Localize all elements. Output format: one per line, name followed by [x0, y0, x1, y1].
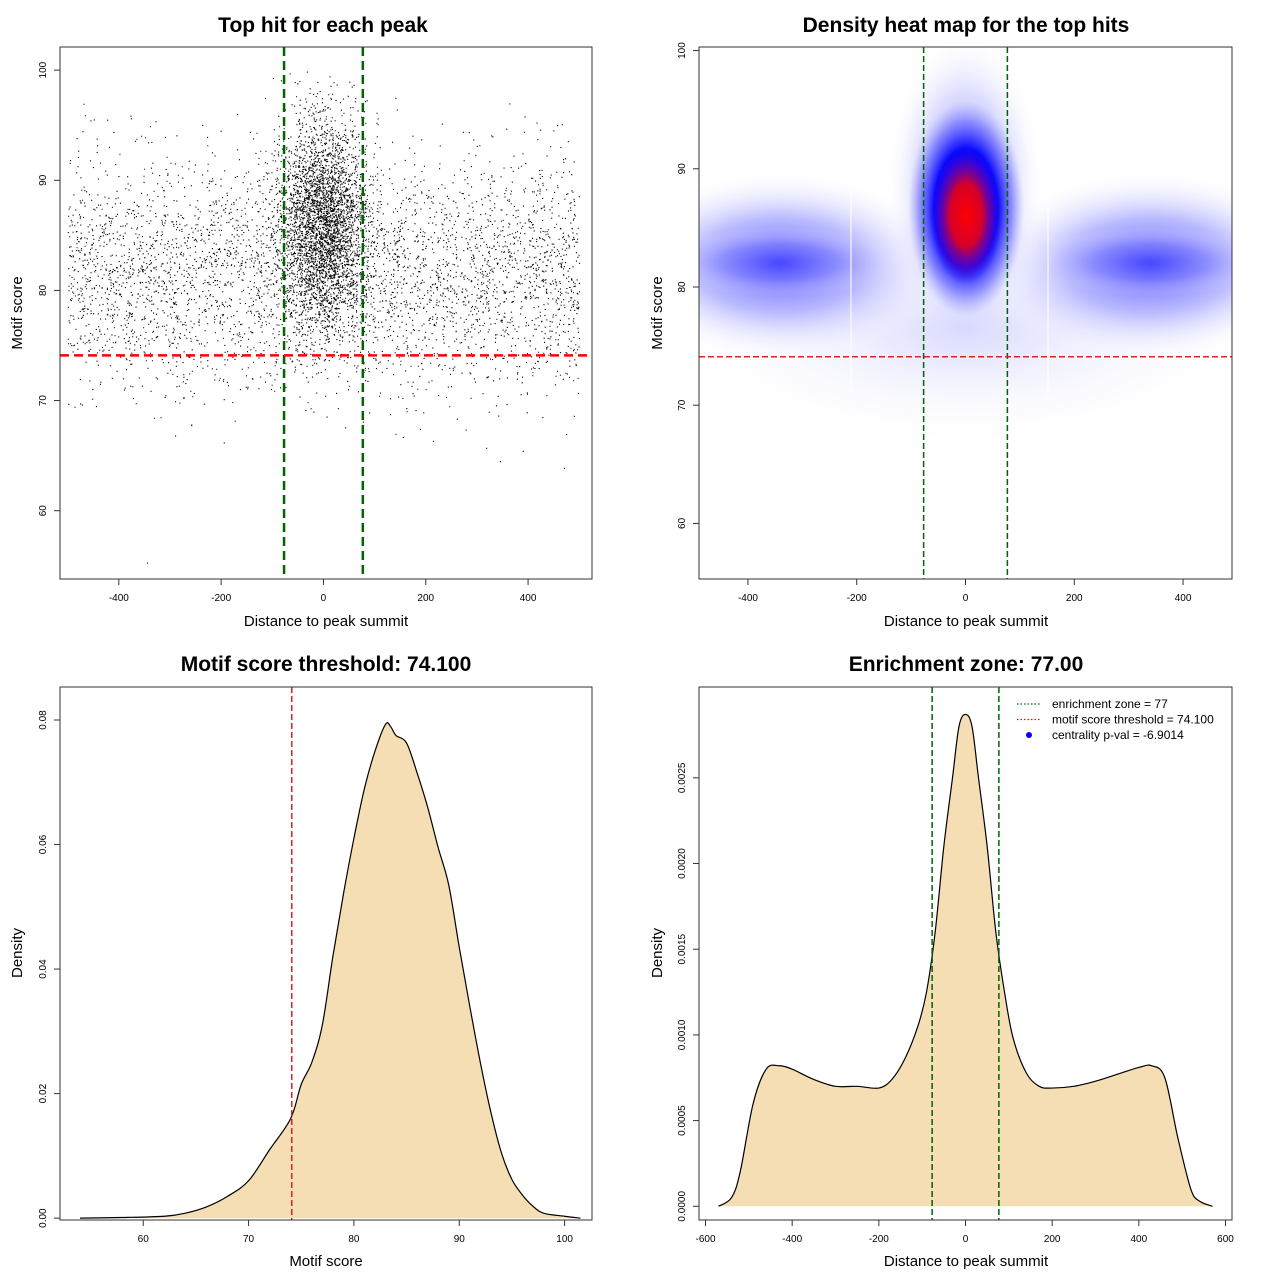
score-density-panel: Motif score threshold: 74.100 60 70 80 90 10…	[9, 653, 593, 1270]
score-density-x-tick-label: 60	[138, 1234, 150, 1245]
score-density-title: Motif score threshold: 74.100	[181, 653, 472, 676]
distance-density-x-tick-label: -600	[695, 1234, 715, 1245]
scatter-y-tick-label: 90	[38, 174, 49, 186]
scatter-title: Top hit for each peak	[218, 14, 428, 37]
distance-density-x-label: Distance to peak summit	[884, 1253, 1049, 1270]
legend-point-marker	[1026, 732, 1032, 738]
heatmap-panel: Density heat map for the top hits -400 -2…	[649, 14, 1233, 630]
distance-density-x-tick-label: 400	[1130, 1234, 1147, 1245]
legend-item-label: centrality p-val = -6.9014	[1052, 728, 1184, 742]
distance-density-title: Enrichment zone: 77.00	[849, 653, 1084, 676]
scatter-x-tick-label: -400	[109, 593, 129, 604]
distance-density-x-tick-label: 0	[963, 1234, 969, 1245]
heatmap-x-tick-label: 200	[1066, 593, 1083, 604]
score-density-y-label: Density	[9, 927, 26, 978]
distance-density-y-tick-label: 0.0020	[677, 848, 688, 879]
score-density-x-tick-label: 90	[454, 1234, 466, 1245]
score-density-x-tick-label: 80	[348, 1234, 360, 1245]
scatter-plot-box	[59, 46, 593, 580]
heatmap-axes: -400 -200 0 200 400 60 70 80 90 100	[677, 42, 1192, 604]
heatmap-x-tick-label: 400	[1175, 593, 1192, 604]
scatter-panel: Top hit for each peak -400 -200 0 200 400 60 7…	[9, 14, 593, 630]
scatter-x-tick-label: 200	[417, 593, 434, 604]
score-density-x-label: Motif score	[289, 1253, 362, 1270]
distance-density-y-tick-label: 0.0005	[677, 1105, 688, 1136]
distance-density-x-tick-label: 600	[1217, 1234, 1234, 1245]
scatter-y-tick-label: 80	[38, 284, 49, 296]
distance-density-x-tick-label: -400	[782, 1234, 802, 1245]
score-density-y-tick-label: 0.02	[38, 1083, 49, 1103]
distance-density-y-tick-label: 0.0015	[677, 933, 688, 964]
distance-density-x-tick-label: 200	[1044, 1234, 1061, 1245]
legend-item-label: enrichment zone = 77	[1052, 697, 1168, 711]
distance-density-density-curve	[718, 713, 1213, 1207]
score-density-y-tick-label: 0.08	[38, 710, 49, 730]
scatter-x-tick-label: -200	[211, 593, 231, 604]
heatmap-y-label: Motif score	[649, 276, 666, 349]
score-density-plot-box	[59, 686, 593, 1221]
legend-item-label: motif score threshold = 74.100	[1052, 713, 1214, 727]
heatmap-x-tick-label: -200	[847, 593, 867, 604]
heatmap-x-tick-label: -400	[738, 593, 758, 604]
heatmap-title: Density heat map for the top hits	[803, 14, 1130, 37]
heatmap-y-tick-label: 70	[677, 399, 688, 411]
distance-density-area-fill	[718, 714, 1213, 1207]
scatter-y-label: Motif score	[9, 276, 26, 349]
score-density-x-tick-label: 100	[556, 1234, 573, 1245]
heatmap-density	[699, 47, 1232, 579]
distance-density-y-tick-label: 0.0025	[677, 762, 688, 793]
score-density-plot	[80, 687, 581, 1220]
heatmap-y-tick-label: 80	[677, 281, 688, 293]
heatmap-y-tick-label: 60	[677, 517, 688, 529]
heatmap-x-label: Distance to peak summit	[884, 613, 1049, 630]
heatmap-y-tick-label: 100	[677, 42, 688, 59]
distance-density-y-label: Density	[649, 927, 666, 978]
distance-density-axes: -600 -400 -200 0 200 400 600 0.0000 0.0005 0.0010…	[677, 762, 1234, 1245]
scatter-x-label: Distance to peak summit	[244, 613, 409, 630]
score-density-axes: 60 70 80 90 100 0.00 0.02 0.04 0.06 0.08	[38, 710, 573, 1245]
heatmap-y-tick-label: 90	[677, 163, 688, 175]
heatmap-reference-lines	[699, 47, 1232, 579]
score-density-x-tick-label: 70	[243, 1234, 255, 1245]
score-density-y-tick-label: 0.06	[38, 834, 49, 854]
score-density-y-tick-label: 0.04	[38, 959, 49, 979]
distance-density-plot	[718, 687, 1213, 1220]
score-density-area-fill	[80, 722, 581, 1219]
scatter-point-cloud	[67, 71, 581, 564]
distance-density-y-tick-label: 0.0000	[677, 1191, 688, 1222]
score-density-density-curve	[80, 722, 581, 1219]
scatter-x-tick-label: 0	[321, 593, 327, 604]
score-density-y-tick-label: 0.00	[38, 1208, 49, 1228]
scatter-reference-lines	[60, 47, 592, 579]
scatter-y-tick-label: 100	[38, 61, 49, 78]
distance-density-panel: Enrichment zone: 77.00 -600 -400 -200 0 200 4…	[649, 653, 1234, 1270]
scatter-axes: -400 -200 0 200 400 60 70 80 90 100	[38, 61, 537, 604]
scatter-y-tick-label: 70	[38, 395, 49, 407]
distance-density-legend: enrichment zone = 77 motif score threshol…	[1017, 697, 1214, 742]
distance-density-x-tick-label: -200	[869, 1234, 889, 1245]
scatter-y-tick-label: 60	[38, 505, 49, 517]
heatmap-x-tick-label: 0	[963, 593, 969, 604]
scatter-points	[67, 71, 581, 564]
scatter-x-tick-label: 400	[520, 593, 537, 604]
distance-density-y-tick-label: 0.0010	[677, 1019, 688, 1050]
